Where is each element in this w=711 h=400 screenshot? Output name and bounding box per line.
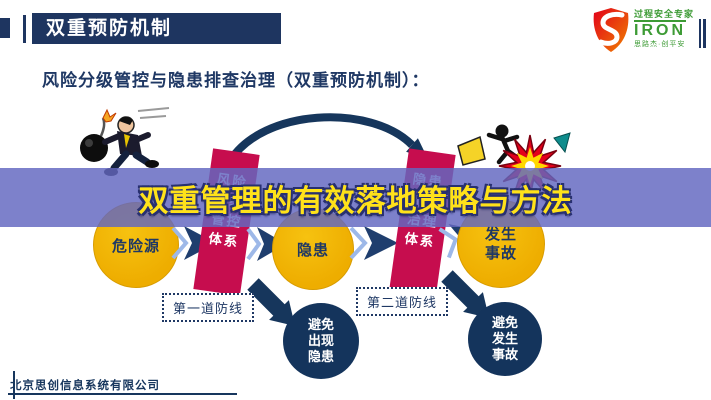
company-logo: 过程安全专家 IRON 思路杰·创平安: [591, 7, 703, 57]
logo-tagline-bottom: 思路杰·创平安: [634, 41, 686, 48]
slide-subtitle: 风险分级管控与隐患排查治理（双重预防机制）：: [42, 71, 430, 90]
bomb-runner-icon: [78, 98, 173, 185]
defense-line-2-box: 第二道防线: [356, 287, 448, 316]
corner-accent-line: [699, 19, 701, 48]
shield-s-icon: [591, 7, 631, 57]
node-avoid-hidden-danger: 避免 出现 隐患: [283, 303, 359, 379]
page-title: 双重预防机制: [32, 13, 281, 44]
arrow-right-icon: [246, 224, 288, 269]
title-accent-line: [23, 15, 26, 43]
footer-underline: [8, 393, 237, 395]
footer-accent-line: [13, 371, 15, 399]
arrow-down-right-icon: [437, 266, 495, 326]
defense-line-1-box: 第一道防线: [162, 293, 254, 322]
arrow-down-right-icon: [243, 274, 301, 334]
logo-tagline-top: 过程安全专家: [634, 9, 695, 19]
footer-company-name: 北京思创信息系统有限公司: [10, 380, 160, 392]
title-accent-block: [0, 18, 10, 38]
corner-accent-line: [703, 19, 706, 48]
logo-text-block: 过程安全专家 IRON 思路杰·创平安: [634, 7, 694, 57]
overlay-banner: 双重管理的有效落地策略与方法: [0, 168, 711, 227]
overlay-banner-title: 双重管理的有效落地策略与方法: [138, 184, 573, 218]
node-avoid-accident: 避免 发生 事故: [468, 302, 542, 376]
arrow-right-icon: [348, 222, 400, 269]
logo-brand-name: IRON: [634, 20, 686, 39]
